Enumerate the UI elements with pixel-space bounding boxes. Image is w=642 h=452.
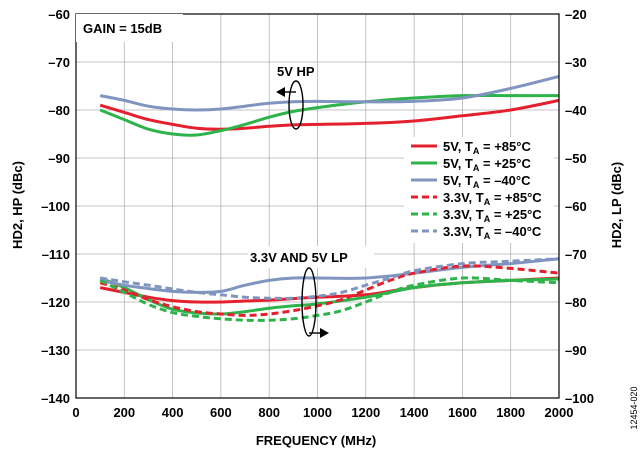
y-right-tick-label: –80 [565,295,587,310]
x-tick-label: 800 [258,405,280,420]
y-right-tick-labels: –20 –30 –40 –50 –60 –70 –80 –90 –100 [565,7,594,406]
x-tick-label: 1200 [351,405,380,420]
series-line-3 [99,264,560,317]
gain-label-box [76,14,183,42]
legend-box [404,137,554,243]
y-left-tick-label: –140 [41,391,70,406]
legend-label-4: 3.3V, TA = +25°C [443,207,542,224]
lp-arrow-head [320,328,329,338]
series-line-5 [99,257,560,300]
lp-group-marker [301,267,322,337]
y-right-axis-title: HD2, LP (dBc) [609,162,624,248]
x-axis-title: FREQUENCY (MHz) [256,433,376,448]
y-left-tick-label: –90 [48,151,70,166]
hp-arrow-head [276,87,285,97]
gain-label: GAIN = 15dB [83,21,162,36]
legend-label-5: 3.3V, TA = –40°C [443,224,542,241]
series-line-8 [99,257,560,294]
legend-label-3: 3.3V, TA = +85°C [443,190,542,207]
x-tick-label: 200 [113,405,135,420]
lp-group-label: 3.3V AND 5V LP [250,250,348,265]
series-layer [99,74,560,322]
y-right-tick-label: –90 [565,343,587,358]
x-tick-label: 2000 [545,405,574,420]
hp-group-label: 5V HP [277,64,315,79]
legend-label-1: 5V, TA = +25°C [443,156,531,173]
lp-group-label-box [248,246,374,268]
y-left-tick-label: –60 [48,7,70,22]
y-left-tick-label: –110 [42,247,70,262]
x-tick-label: 600 [210,405,232,420]
y-left-axis-title: HD2, HP (dBc) [10,161,25,249]
y-right-tick-label: –60 [565,199,587,214]
y-left-tick-label: –80 [48,103,70,118]
series-line-2 [99,74,560,112]
y-right-tick-label: –50 [565,151,587,166]
x-tick-label: 1800 [496,405,525,420]
figure-code: 12454-020 [629,386,639,429]
y-left-tick-label: –130 [41,343,70,358]
y-left-tick-label: –120 [41,295,70,310]
legend: 5V, TA = +85°C5V, TA = +25°C5V, TA = –40… [411,139,542,241]
x-tick-labels: 0 200 400 600 800 1000 1200 1400 1600 1800 2000 [72,405,573,420]
x-tick-label: 400 [162,405,184,420]
y-right-tick-label: –100 [565,391,594,406]
y-left-tick-label: –70 [48,55,70,70]
y-right-tick-label: –20 [565,7,587,22]
x-tick-label: 1000 [303,405,332,420]
y-right-tick-label: –40 [565,103,587,118]
x-tick-label: 1400 [400,405,429,420]
series-line-0 [99,98,560,131]
y-left-tick-label: –100 [41,199,70,214]
y-right-tick-label: –70 [565,247,587,262]
x-tick-label: 0 [72,405,79,420]
series-line-4 [99,276,560,322]
legend-label-2: 5V, TA = –40°C [443,173,531,190]
hp-group-marker [282,80,304,130]
legend-label-0: 5V, TA = +85°C [443,139,531,156]
series-line-1 [99,93,559,137]
y-right-tick-label: –30 [565,55,587,70]
y-left-tick-labels: –60 –70 –80 –90 –100 –110 –120 –130 –140 [41,7,70,406]
x-tick-label: 1600 [448,405,477,420]
plot-frame [75,13,560,399]
